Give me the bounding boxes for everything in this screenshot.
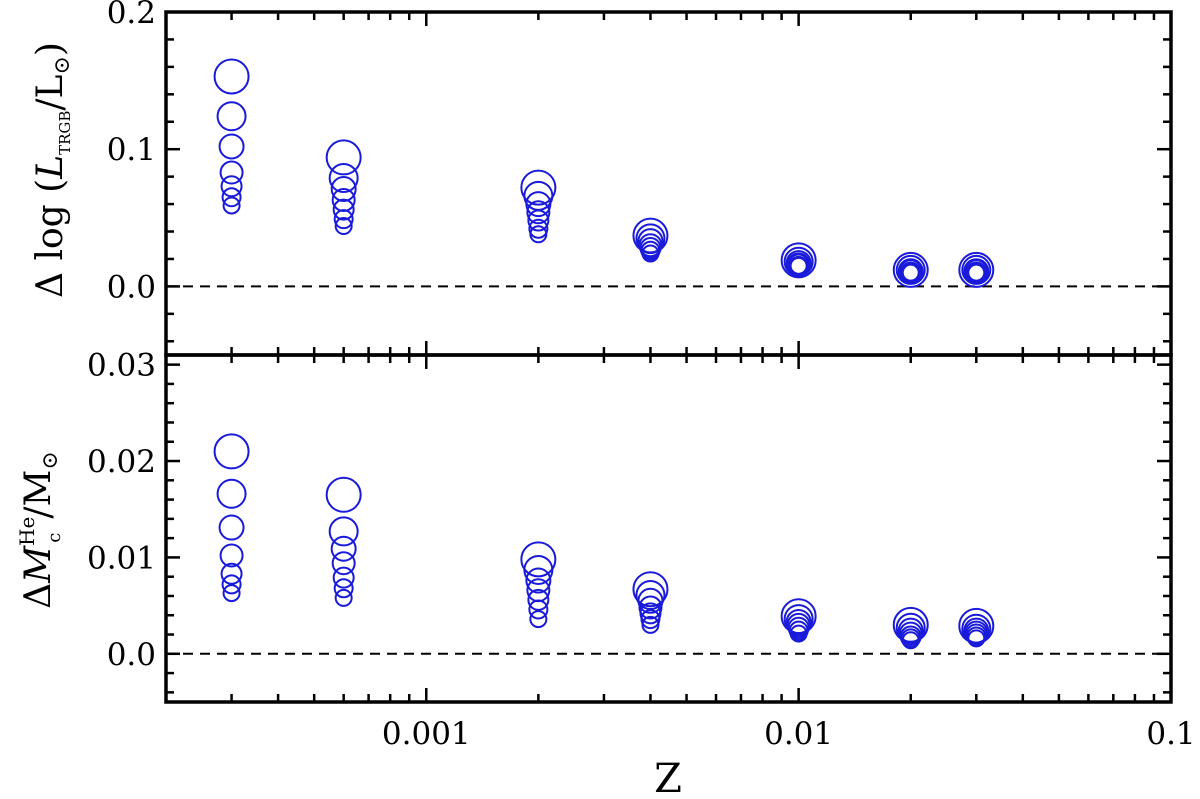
y-tick-label: 0.2	[107, 0, 156, 31]
data-point	[520, 541, 557, 578]
x-tick-label: 0.001	[382, 716, 471, 752]
data-point	[334, 217, 353, 236]
y-axis-label-top: Δ log (LTRGB/L⊙)	[30, 42, 75, 298]
data-point	[897, 617, 924, 644]
y-tick-label: 0.02	[87, 444, 156, 480]
data-point	[222, 196, 241, 215]
y-label-top-var: L	[30, 155, 71, 180]
data-point	[222, 584, 241, 603]
data-point	[332, 198, 355, 221]
data-point	[638, 595, 663, 620]
y-label-top-main: Δ log (	[30, 179, 71, 298]
data-point	[785, 608, 812, 635]
data-point	[525, 567, 552, 594]
y-label-bottom-sup: He	[15, 517, 39, 546]
data-point	[328, 163, 359, 194]
data-point	[526, 200, 551, 225]
data-point	[220, 562, 243, 585]
data-point	[529, 225, 548, 244]
data-point	[640, 240, 661, 261]
data-point	[641, 615, 660, 634]
data-point	[219, 543, 244, 568]
data-point	[632, 571, 669, 608]
data-point	[639, 236, 662, 259]
data-point	[641, 244, 660, 263]
data-point	[789, 624, 808, 643]
y-axis-label-bottom: ΔMHe c/M⊙	[15, 451, 65, 609]
data-point	[333, 209, 354, 230]
data-point	[525, 191, 552, 218]
y-label-top-sub: TRGB	[56, 111, 74, 155]
data-point	[331, 551, 356, 576]
data-point	[528, 218, 549, 239]
data-point	[787, 616, 810, 639]
data-point	[786, 612, 811, 637]
y-tick-label: 0.0	[107, 269, 156, 305]
y-tick-label: 0.03	[87, 348, 156, 384]
data-point	[219, 160, 244, 185]
y-tick-label: 0.0	[107, 637, 156, 673]
plot-frame	[164, 10, 1173, 357]
data-point	[332, 566, 355, 589]
data-point	[529, 610, 548, 629]
data-point	[520, 169, 557, 206]
data-point	[892, 251, 929, 288]
y-label-top-sun: ⊙	[50, 56, 75, 74]
data-point	[901, 631, 920, 650]
data-point	[325, 476, 362, 513]
data-point	[218, 133, 245, 160]
data-point	[330, 535, 357, 562]
x-axis-label: Z	[654, 756, 682, 799]
data-point	[967, 629, 986, 648]
data-point	[528, 599, 549, 620]
bottom-panel: 0.0 0.01 0.02 0.03 0.001 0.01 0.1	[87, 348, 1196, 752]
data-point	[958, 251, 995, 288]
data-point	[898, 621, 923, 646]
data-point	[218, 514, 245, 541]
y-tick-label: 0.01	[87, 540, 156, 576]
data-point	[789, 256, 808, 275]
data-point	[220, 175, 243, 198]
data-point	[333, 578, 354, 599]
data-point	[523, 554, 554, 585]
data-point	[328, 516, 359, 547]
data-point	[527, 209, 550, 232]
data-point	[788, 620, 809, 641]
y-label-bottom-var: M	[18, 545, 59, 584]
y-label-bottom-sun: ⊙	[38, 451, 63, 469]
data-point	[901, 263, 920, 282]
y-label-top-close: )	[30, 42, 71, 56]
data-point	[213, 58, 250, 95]
x-tick-label: 0.1	[1146, 716, 1195, 752]
x-tick-label: 0.01	[764, 716, 833, 752]
data-point	[637, 587, 664, 614]
y-label-bottom-tail: /M	[18, 470, 59, 519]
y-label-bottom-main: Δ	[18, 583, 59, 609]
y-label-top-tail: /L	[30, 74, 71, 110]
data-point	[638, 233, 663, 258]
data-point	[527, 588, 550, 611]
data-point	[967, 263, 986, 282]
data-point	[637, 228, 664, 255]
data-point	[640, 609, 661, 630]
data-point	[221, 574, 242, 595]
data-point	[221, 187, 242, 208]
data-point	[216, 478, 247, 509]
data-point	[213, 433, 250, 470]
data-point	[635, 580, 666, 611]
data-point	[325, 139, 362, 176]
data-point	[780, 242, 817, 279]
data-point	[216, 101, 247, 132]
data-point	[330, 175, 357, 202]
data-point	[639, 602, 662, 625]
top-panel: 0.0 0.1 0.2	[107, 0, 1173, 357]
y-label-bottom-sub: c	[44, 533, 65, 543]
data-point	[334, 588, 353, 607]
plot-frame	[164, 353, 1173, 704]
y-tick-label: 0.1	[107, 132, 156, 168]
